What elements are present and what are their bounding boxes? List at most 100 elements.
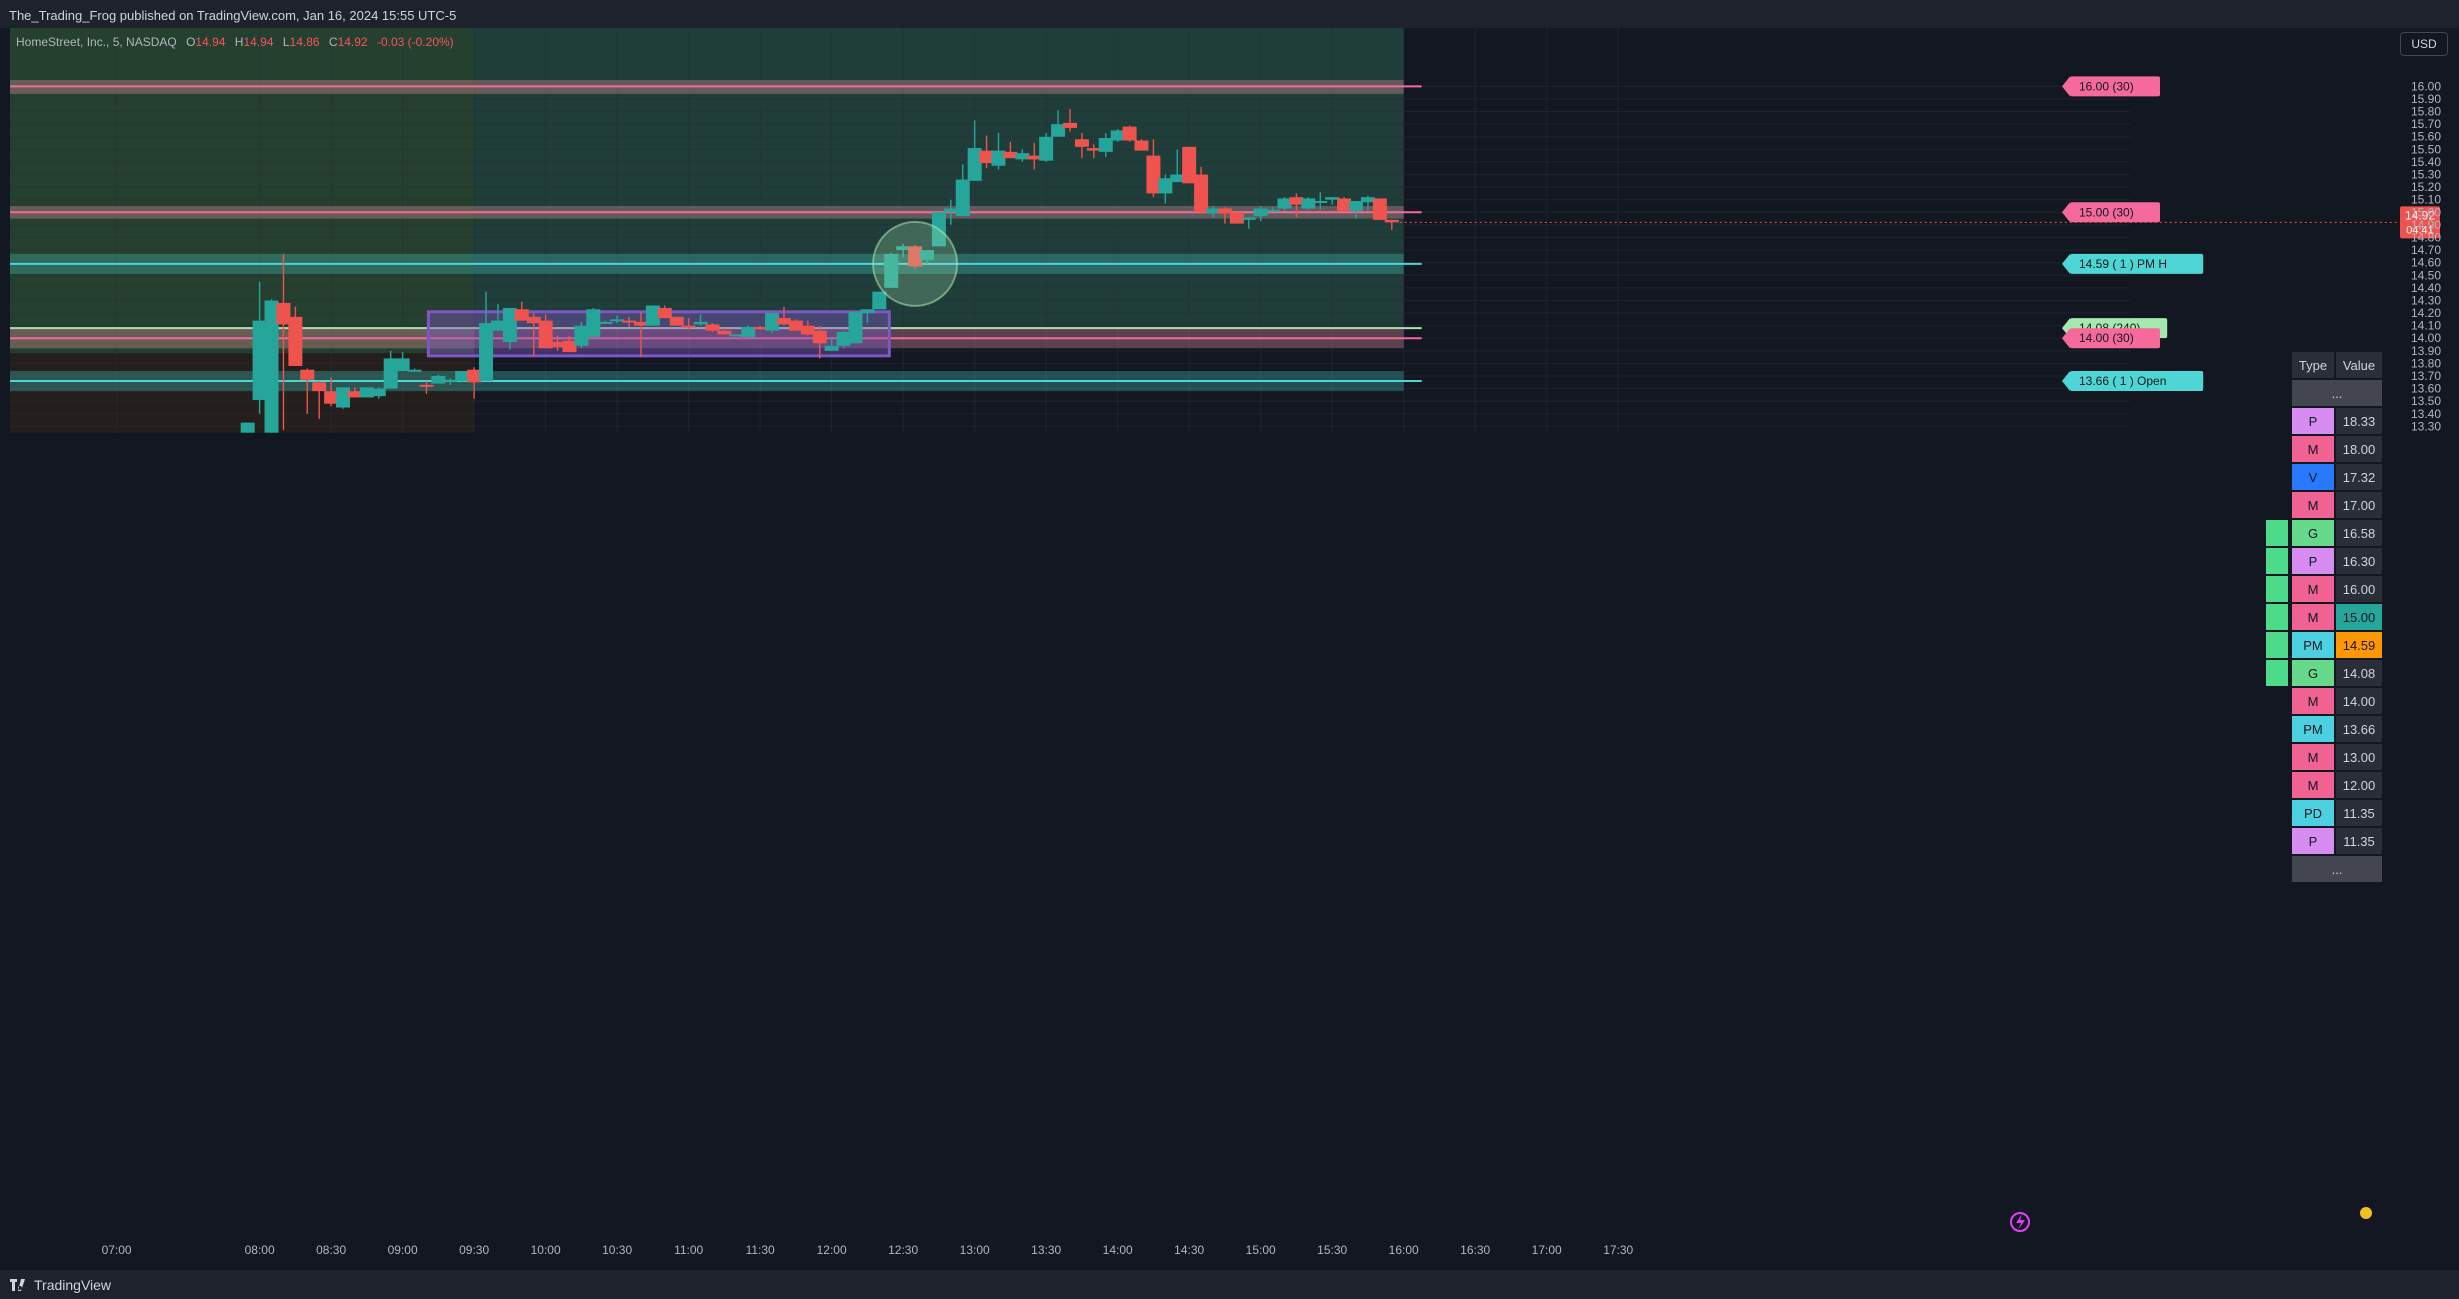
table-row: G 14.08 bbox=[2292, 660, 2382, 686]
candle-body bbox=[1289, 197, 1304, 205]
candle-body bbox=[872, 291, 887, 310]
frog-icon[interactable] bbox=[2360, 1207, 2372, 1219]
candle-body bbox=[884, 253, 899, 288]
level-label-text: 16.00 (30) bbox=[2079, 79, 2134, 93]
level-label-text: 14.59 ( 1 ) PM H bbox=[2079, 257, 2167, 271]
level-label-arrow bbox=[2062, 371, 2070, 392]
level-value-cell: 15.00 bbox=[2336, 604, 2382, 630]
candle-body bbox=[1003, 151, 1018, 159]
level-marker-chip bbox=[2266, 548, 2288, 574]
level-type-cell: P bbox=[2292, 548, 2334, 574]
legend-open: 14.94 bbox=[195, 35, 226, 49]
candle-body bbox=[1039, 136, 1054, 161]
candle-body bbox=[240, 422, 255, 433]
legend-high-label: H bbox=[234, 35, 244, 49]
candle-body bbox=[1253, 208, 1268, 217]
level-value-cell: 13.66 bbox=[2336, 716, 2382, 742]
candle-body bbox=[443, 379, 458, 382]
level-label-bg bbox=[2070, 202, 2160, 223]
level-type-cell: PM bbox=[2292, 632, 2334, 658]
candle-body bbox=[252, 320, 267, 400]
candle-body bbox=[1110, 130, 1125, 141]
y-tick-label: 13.60 bbox=[2411, 382, 2441, 396]
candle-body bbox=[288, 316, 303, 366]
replay-icon[interactable] bbox=[2010, 1212, 2030, 1232]
y-tick-label: 14.60 bbox=[2411, 256, 2441, 270]
level-type-cell: M bbox=[2292, 576, 2334, 602]
x-tick-label: 14:00 bbox=[1103, 1243, 1133, 1257]
candle-body bbox=[276, 302, 291, 325]
level-type-cell: M bbox=[2292, 772, 2334, 798]
legend-close: 14.92 bbox=[337, 35, 368, 49]
candle-body bbox=[812, 330, 827, 344]
level-value-cell: 18.00 bbox=[2336, 436, 2382, 462]
table-row: M 17.00 bbox=[2292, 492, 2382, 518]
level-label-bg bbox=[2070, 371, 2204, 392]
tradingview-logo[interactable]: TradingView bbox=[10, 1277, 111, 1293]
candle-body bbox=[467, 369, 482, 383]
ohlc-legend: HomeStreet, Inc., 5, NASDAQ O14.94 H14.9… bbox=[16, 35, 454, 49]
candle-body bbox=[776, 318, 791, 325]
replay-bolt-icon bbox=[2016, 1214, 2025, 1230]
level-label-text: 14.00 (30) bbox=[2079, 331, 2134, 345]
published-line: The_Trading_Frog published on TradingVie… bbox=[9, 8, 457, 23]
ellipsis-top: ... bbox=[2292, 380, 2382, 406]
candle-body bbox=[1217, 208, 1232, 214]
last-price-text: 14.92 bbox=[2405, 208, 2435, 222]
candle-body bbox=[610, 319, 625, 322]
table-row: M 16.00 bbox=[2292, 576, 2382, 602]
x-tick-label: 12:00 bbox=[817, 1243, 847, 1257]
candle-body bbox=[1277, 198, 1292, 209]
level-type-cell: V bbox=[2292, 464, 2334, 490]
level-type-cell: M bbox=[2292, 604, 2334, 630]
price-chart[interactable]: 16.00 (30) 15.00 (30) 14.59 ( 1 ) PM H 14.0… bbox=[0, 28, 2459, 1270]
candle-body bbox=[562, 340, 577, 353]
level-value-cell: 16.00 bbox=[2336, 576, 2382, 602]
y-tick-label: 16.00 bbox=[2411, 79, 2441, 93]
session-region bbox=[474, 28, 1404, 329]
level-label-arrow bbox=[2062, 76, 2070, 97]
candle-body bbox=[1349, 200, 1364, 212]
candle-body bbox=[645, 305, 660, 326]
legend-change: -0.03 (-0.20%) bbox=[376, 35, 454, 49]
candle-body bbox=[693, 321, 708, 325]
level-type-cell: PM bbox=[2292, 716, 2334, 742]
candle-body bbox=[943, 208, 958, 213]
candle-body bbox=[1086, 148, 1101, 151]
level-label-bg bbox=[2070, 76, 2160, 97]
candle-body bbox=[979, 150, 994, 164]
x-tick-label: 11:30 bbox=[746, 1243, 775, 1257]
x-tick-label: 13:30 bbox=[1031, 1243, 1061, 1257]
candle-body bbox=[347, 391, 362, 398]
y-tick-label: 15.90 bbox=[2411, 92, 2441, 106]
legend-close-label: C bbox=[328, 35, 338, 49]
x-tick-label: 08:30 bbox=[316, 1243, 346, 1257]
y-tick-label: 14.30 bbox=[2411, 293, 2441, 307]
y-tick-label: 14.40 bbox=[2411, 281, 2441, 295]
candle-body bbox=[574, 325, 589, 346]
table-row: PM 13.66 bbox=[2292, 716, 2382, 742]
tradingview-logo-icon bbox=[10, 1279, 25, 1291]
table-row: P 18.33 bbox=[2292, 408, 2382, 434]
y-tick-label: 13.90 bbox=[2411, 344, 2441, 358]
candle-body bbox=[908, 246, 923, 267]
level-value-cell: 14.00 bbox=[2336, 688, 2382, 714]
candle-body bbox=[1146, 155, 1161, 194]
x-tick-label: 10:30 bbox=[602, 1243, 632, 1257]
x-tick-label: 15:00 bbox=[1246, 1243, 1276, 1257]
candle-body bbox=[848, 311, 863, 344]
table-row: M 12.00 bbox=[2292, 772, 2382, 798]
level-marker-chip bbox=[2266, 660, 2288, 686]
publish-bar: The_Trading_Frog published on TradingVie… bbox=[0, 0, 2459, 28]
brand-name: TradingView bbox=[34, 1277, 112, 1293]
currency-button[interactable]: USD bbox=[2400, 32, 2448, 56]
legend-low: 14.86 bbox=[289, 35, 320, 49]
candle-body bbox=[359, 387, 374, 398]
candle-body bbox=[705, 324, 720, 331]
candle-body bbox=[753, 326, 768, 329]
y-tick-label: 15.20 bbox=[2411, 180, 2441, 194]
premarket-region bbox=[10, 28, 475, 354]
table-row: M 14.00 bbox=[2292, 688, 2382, 714]
candle-body bbox=[1134, 140, 1149, 151]
y-tick-label: 13.50 bbox=[2411, 394, 2441, 408]
